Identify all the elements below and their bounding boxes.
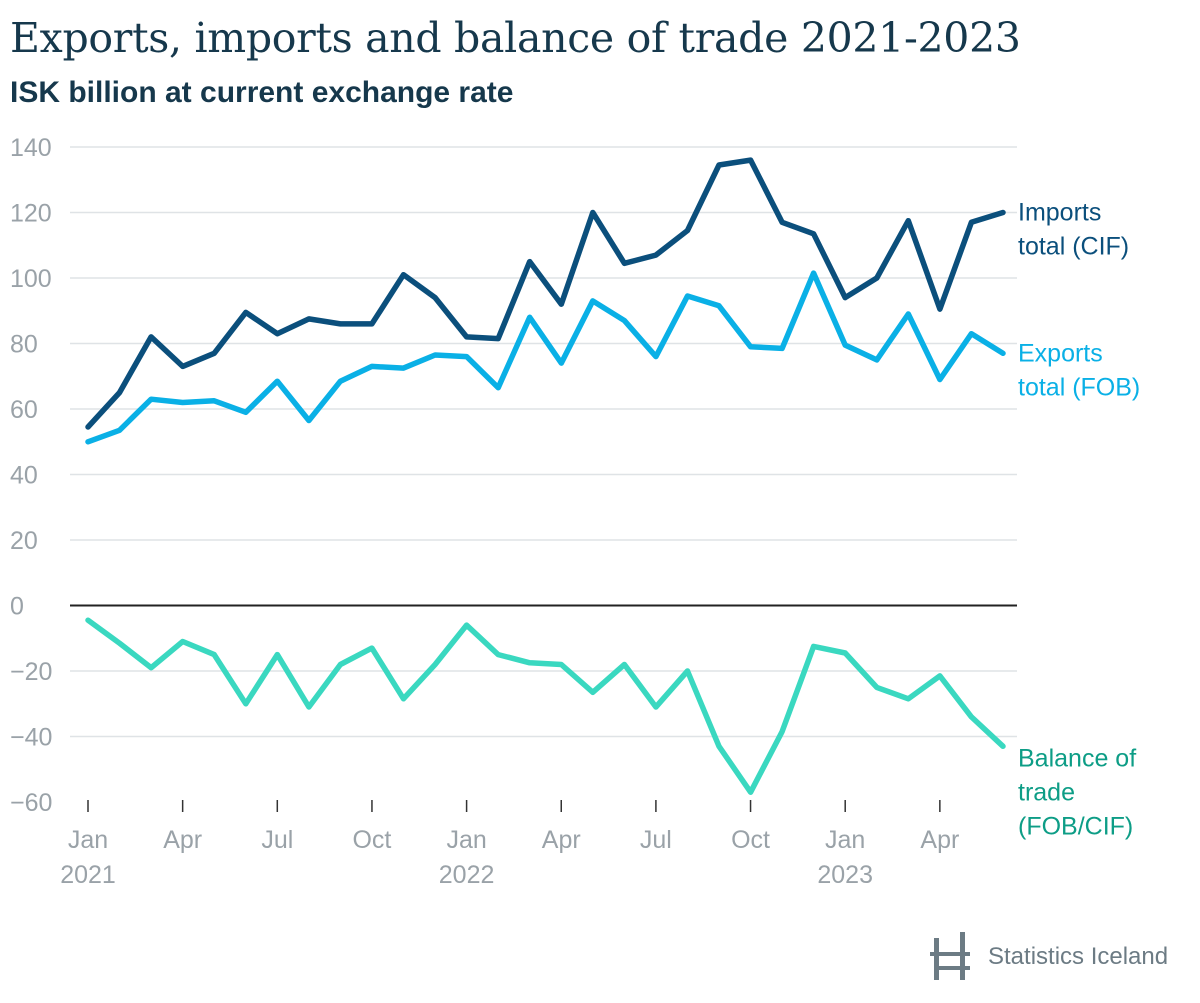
x-tick-label: Apr <box>163 826 202 854</box>
y-tick-label: 120 <box>10 200 52 228</box>
x-axis: Jan 2021 Apr Jul Oct Jan 2022 Apr Jul Oct Jan 2023 A… <box>60 800 959 889</box>
x-tick-label: Oct <box>352 826 391 854</box>
y-axis-ticks: 140 120 100 80 60 40 20 0 −20 −40 −60 <box>10 134 52 817</box>
balance-label: Balance of <box>1018 744 1136 772</box>
y-tick-label: 80 <box>10 331 38 359</box>
x-tick-year-label: 2022 <box>439 861 495 889</box>
x-tick-label: Jan <box>825 826 865 854</box>
publisher-name: Statistics Iceland <box>988 943 1169 970</box>
x-tick-label: Oct <box>731 826 770 854</box>
x-tick-label: Jul <box>261 826 293 854</box>
x-tick-year-label: 2021 <box>60 861 116 889</box>
imports-line <box>85 157 1006 430</box>
exports-label: Exports <box>1018 339 1103 367</box>
statistics-iceland-mark-icon <box>930 932 970 980</box>
y-tick-label: 0 <box>10 593 24 621</box>
imports-label: total (CIF) <box>1018 233 1129 261</box>
x-tick-label: Jan <box>68 826 108 854</box>
statistics-iceland-logo[interactable]: Statistics Iceland <box>930 932 1192 982</box>
x-tick-label: Jul <box>640 826 672 854</box>
gridlines <box>70 146 1017 738</box>
y-tick-label: −20 <box>10 658 52 686</box>
exports-label: total (FOB) <box>1018 373 1140 401</box>
balance-label: trade <box>1018 778 1075 806</box>
y-tick-label: 60 <box>10 396 38 424</box>
series-lines <box>85 157 1006 795</box>
y-tick-label: −40 <box>10 724 52 752</box>
x-tick-year-label: 2023 <box>817 861 873 889</box>
chart-title: Exports, imports and balance of trade 20… <box>10 14 1021 62</box>
x-tick-label: Apr <box>920 826 959 854</box>
balance-label: (FOB/CIF) <box>1018 812 1133 840</box>
chart-subtitle: ISK billion at current exchange rate <box>10 76 514 109</box>
balance-line <box>85 617 1006 795</box>
y-tick-label: 140 <box>10 134 52 162</box>
y-tick-label: 100 <box>10 265 52 293</box>
x-tick-label: Apr <box>542 826 581 854</box>
imports-label: Imports <box>1018 199 1101 227</box>
series-labels: Imports total (CIF) Exports total (FOB) Bala… <box>1018 199 1140 841</box>
x-tick-label: Jan <box>446 826 486 854</box>
line-chart: 140 120 100 80 60 40 20 0 −20 −40 −60 Jan 2021 Apr Ju… <box>10 134 1140 889</box>
y-tick-label: 20 <box>10 527 38 555</box>
y-tick-label: −60 <box>10 789 52 817</box>
y-tick-label: 40 <box>10 462 38 490</box>
exports-line <box>85 270 1006 445</box>
